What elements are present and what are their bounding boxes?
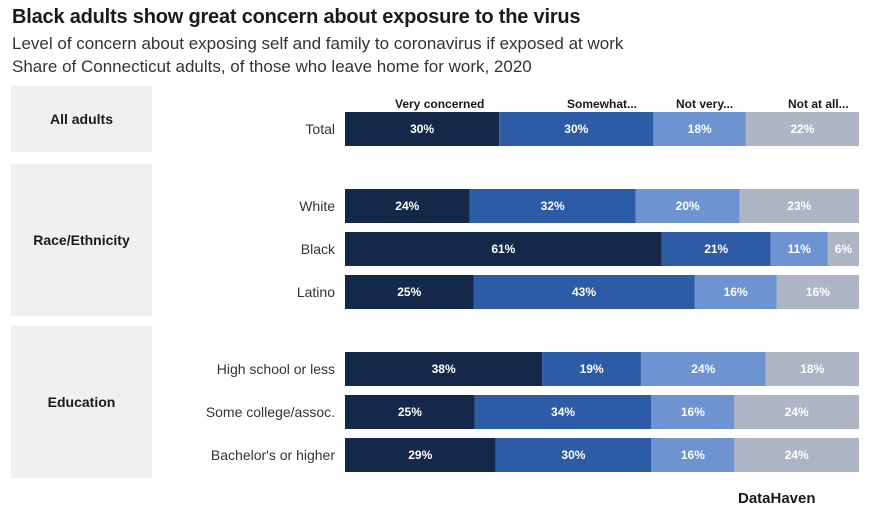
chart-subtitle-line-2: Share of Connecticut adults, of those wh…: [12, 57, 532, 76]
data-label-bachelor-s-or-higher-series-3: 24%: [785, 448, 809, 462]
bar-segment-bachelor-s-or-higher-series-1: [495, 438, 652, 472]
bar-segment-white-series-0: [345, 189, 470, 223]
data-label-black-series-2: 11%: [788, 242, 812, 256]
bar-segment-high-school-or-less-series-1: [542, 352, 641, 386]
bar-segment-total-series-1: [499, 112, 654, 146]
data-label-high-school-or-less-series-3: 18%: [800, 362, 824, 376]
bar-segment-total-series-3: [745, 112, 859, 146]
bar-segment-some-college-assoc-series-2: [651, 395, 735, 429]
data-label-total-series-0: 30%: [410, 122, 434, 136]
bar-segment-high-school-or-less-series-3: [765, 352, 859, 386]
bar-segment-black-series-3: [827, 232, 859, 266]
bar-segment-white-series-1: [469, 189, 636, 223]
bar-segment-high-school-or-less-series-0: [345, 352, 543, 386]
data-label-white-series-3: 23%: [787, 199, 811, 213]
row-label-some-college: Some college/assoc.: [205, 404, 335, 420]
bar-segment-bachelor-s-or-higher-series-0: [345, 438, 496, 472]
data-label-white-series-2: 20%: [676, 199, 700, 213]
data-label-bachelor-s-or-higher-series-2: 16%: [681, 448, 705, 462]
bar-segment-black-series-1: [661, 232, 771, 266]
data-label-bachelor-s-or-higher-series-0: 29%: [408, 448, 432, 462]
data-label-high-school-or-less-series-1: 19%: [580, 362, 604, 376]
row-label-total: Total: [305, 121, 335, 137]
bar-segment-some-college-assoc-series-0: [345, 395, 475, 429]
data-label-total-series-1: 30%: [564, 122, 588, 136]
bar-segment-white-series-2: [635, 189, 740, 223]
data-label-some-college-assoc-series-1: 34%: [551, 405, 575, 419]
bar-segment-some-college-assoc-series-1: [474, 395, 652, 429]
bar-segment-some-college-assoc-series-3: [734, 395, 859, 429]
data-label-some-college-assoc-series-2: 16%: [681, 405, 705, 419]
data-label-black-series-3: 6%: [835, 242, 853, 256]
bar-segment-latino-series-3: [776, 275, 859, 309]
data-label-latino-series-3: 16%: [806, 285, 830, 299]
bar-segment-latino-series-0: [345, 275, 474, 309]
data-label-high-school-or-less-series-0: 38%: [432, 362, 456, 376]
row-label-bachelors-or-higher: Bachelor's or higher: [210, 447, 335, 463]
data-label-some-college-assoc-series-3: 24%: [785, 405, 809, 419]
data-label-latino-series-2: 16%: [724, 285, 748, 299]
legend-label-not-at-all: Not at all...: [788, 97, 849, 111]
group-label-all-adults: All adults: [11, 86, 152, 152]
legend-label-very-concerned: Very concerned: [395, 97, 485, 111]
chart-title: Black adults show great concern about ex…: [12, 6, 581, 28]
data-label-black-series-0: 61%: [491, 242, 515, 256]
data-label-bachelor-s-or-higher-series-1: 30%: [561, 448, 585, 462]
group-label-race-ethnicity: Race/Ethnicity: [11, 164, 152, 316]
data-label-total-series-2: 18%: [688, 122, 712, 136]
data-label-latino-series-0: 25%: [397, 285, 421, 299]
bar-segment-latino-series-1: [473, 275, 695, 309]
data-label-some-college-assoc-series-0: 25%: [398, 405, 422, 419]
bar-segment-black-series-0: [345, 232, 662, 266]
bar-segment-total-series-2: [653, 112, 746, 146]
data-label-total-series-3: 22%: [790, 122, 814, 136]
bar-segment-latino-series-2: [694, 275, 777, 309]
data-label-white-series-0: 24%: [395, 199, 419, 213]
data-label-high-school-or-less-series-2: 24%: [691, 362, 715, 376]
bar-segment-white-series-3: [739, 189, 859, 223]
data-label-latino-series-1: 43%: [572, 285, 596, 299]
bar-segment-high-school-or-less-series-2: [640, 352, 766, 386]
data-label-black-series-1: 21%: [704, 242, 728, 256]
bar-segment-bachelor-s-or-higher-series-2: [651, 438, 735, 472]
chart-subtitle-line-1: Level of concern about exposing self and…: [12, 34, 624, 53]
row-label-black: Black: [300, 241, 335, 257]
source-credit: DataHaven: [738, 490, 816, 507]
row-label-latino: Latino: [296, 284, 335, 300]
bar-segment-bachelor-s-or-higher-series-3: [734, 438, 859, 472]
group-label-education: Education: [11, 326, 152, 478]
legend-label-somewhat: Somewhat...: [567, 97, 638, 111]
bar-segment-black-series-2: [770, 232, 828, 266]
legend-label-not-very: Not very...: [676, 97, 734, 111]
row-label-white: White: [299, 198, 335, 214]
row-label-high-school-or-less: High school or less: [216, 361, 335, 377]
data-label-white-series-1: 32%: [541, 199, 565, 213]
bar-segment-total-series-0: [345, 112, 500, 146]
